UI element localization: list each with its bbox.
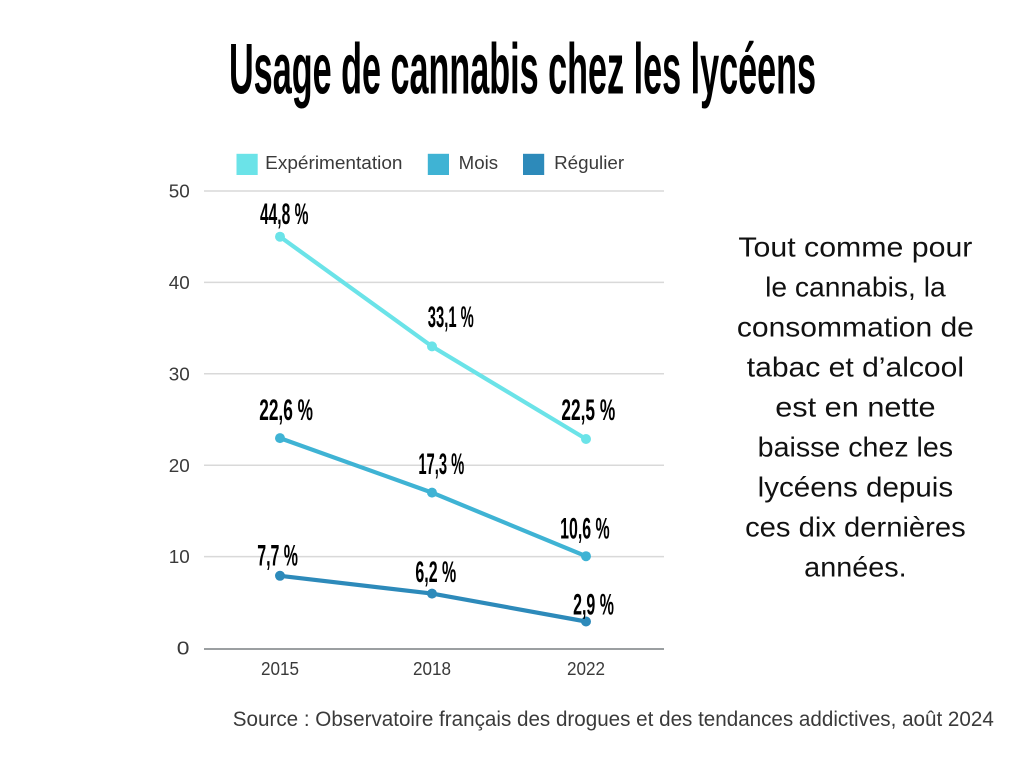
svg-text:40: 40 <box>169 273 190 293</box>
svg-text:Tout comme pour: Tout comme pour <box>738 232 972 263</box>
svg-text:0: 0 <box>177 639 190 659</box>
svg-text:Expérimentation: Expérimentation <box>265 153 402 173</box>
svg-text:tabac et d’alcool: tabac et d’alcool <box>747 352 964 383</box>
svg-text:Régulier: Régulier <box>554 153 624 173</box>
svg-text:2018: 2018 <box>413 659 451 679</box>
svg-text:10: 10 <box>169 547 190 567</box>
svg-text:50: 50 <box>169 182 190 202</box>
svg-text:consommation de: consommation de <box>737 312 974 343</box>
svg-text:2022: 2022 <box>567 659 605 679</box>
svg-text:2,9 %: 2,9 % <box>573 588 614 621</box>
svg-text:6,2 %: 6,2 % <box>415 556 456 589</box>
svg-text:44,8 %: 44,8 % <box>260 198 308 231</box>
svg-text:baisse chez les: baisse chez les <box>758 432 953 463</box>
svg-text:20: 20 <box>169 456 190 476</box>
svg-text:22,6 %: 22,6 % <box>259 394 313 427</box>
svg-text:7,7 %: 7,7 % <box>257 540 298 573</box>
svg-text:Source : Observatoire français: Source : Observatoire français des drogu… <box>233 708 994 731</box>
svg-text:années.: années. <box>804 552 906 583</box>
svg-text:2015: 2015 <box>261 659 299 679</box>
svg-text:est en nette: est en nette <box>775 392 935 423</box>
svg-text:30: 30 <box>169 364 190 384</box>
svg-text:Mois: Mois <box>459 153 498 173</box>
svg-text:Usage de cannabis chez les lyc: Usage de cannabis chez les lycéens <box>229 30 816 110</box>
svg-text:17,3 %: 17,3 % <box>418 448 464 481</box>
svg-text:lycéens depuis: lycéens depuis <box>758 472 954 503</box>
svg-text:33,1 %: 33,1 % <box>428 301 474 334</box>
svg-text:10,6 %: 10,6 % <box>560 513 610 546</box>
svg-text:ces dix dernières: ces dix dernières <box>745 512 966 543</box>
svg-text:le cannabis, la: le cannabis, la <box>765 272 946 303</box>
svg-text:22,5 %: 22,5 % <box>561 394 615 427</box>
